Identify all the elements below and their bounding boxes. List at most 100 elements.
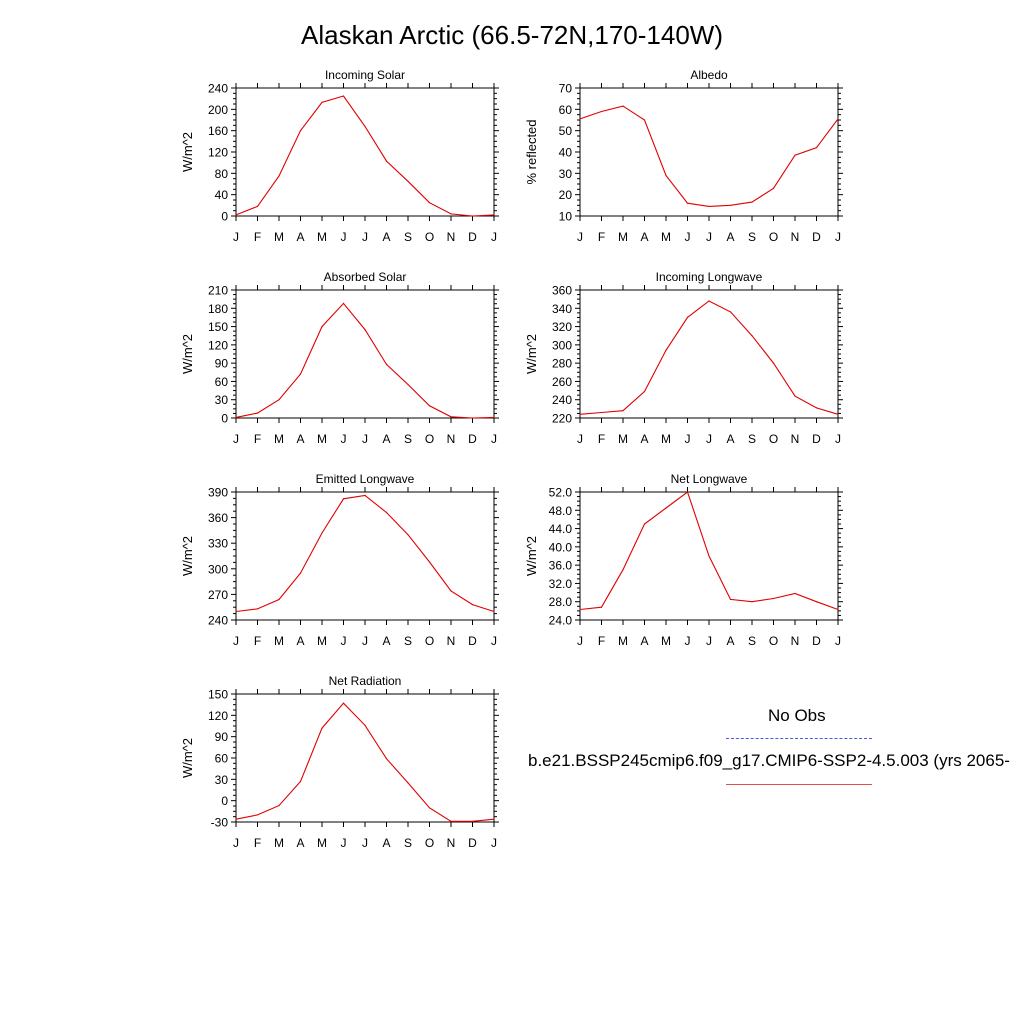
x-tick-label: M [661, 634, 671, 648]
x-tick-label: J [835, 230, 841, 244]
data-point [815, 601, 818, 603]
y-tick-label: 330 [208, 537, 228, 551]
x-tick-label: J [362, 634, 368, 648]
y-tick-label: 70 [559, 82, 573, 96]
x-tick-label: A [382, 432, 390, 446]
y-tick-label: 340 [552, 302, 572, 316]
data-point [364, 724, 366, 726]
data-point [471, 417, 474, 419]
x-tick-label: J [577, 230, 583, 244]
panel-title: Absorbed Solar [324, 270, 407, 284]
data-point [256, 412, 259, 414]
series-line [579, 300, 839, 415]
y-tick-label: 24.0 [549, 614, 573, 628]
y-tick-label: 270 [208, 588, 228, 602]
data-point [342, 498, 345, 500]
data-point [493, 818, 495, 820]
y-tick-label: 0 [221, 210, 228, 224]
x-tick-label: J [233, 634, 239, 648]
x-tick-label: J [491, 836, 497, 850]
data-point [772, 597, 775, 600]
x-tick-label: J [362, 836, 368, 850]
x-tick-label: F [254, 634, 261, 648]
panel-title: Emitted Longwave [316, 472, 415, 486]
x-tick-label: A [640, 432, 648, 446]
x-tick-label: A [726, 432, 734, 446]
x-tick-label: O [769, 230, 778, 244]
data-point [428, 405, 431, 407]
data-point [622, 410, 624, 412]
y-tick-label: 120 [208, 146, 228, 160]
y-axis-label: W/m^2 [180, 334, 195, 374]
x-tick-label: S [748, 230, 756, 244]
y-tick-label: 240 [208, 614, 228, 628]
data-point [643, 119, 646, 121]
data-point [450, 820, 452, 822]
x-tick-label: M [661, 432, 671, 446]
x-tick-label: D [812, 432, 821, 446]
data-point [342, 702, 345, 704]
x-tick-label: J [341, 634, 347, 648]
x-tick-label: N [447, 432, 456, 446]
data-point [321, 532, 323, 534]
data-point [643, 523, 646, 525]
legend-model-label: b.e21.BSSP245cmip6.f09_g17.CMIP6-SSP2-4.… [528, 751, 1010, 770]
data-point [256, 205, 259, 207]
data-point [794, 395, 796, 397]
data-point [450, 416, 452, 418]
data-point [708, 205, 710, 207]
y-tick-label: 28.0 [549, 595, 573, 609]
x-tick-label: A [382, 634, 390, 648]
y-tick-label: 300 [552, 338, 572, 352]
series-line [579, 491, 839, 611]
y-axis-label: % reflected [524, 119, 539, 184]
data-point [342, 95, 345, 97]
x-tick-label: A [296, 634, 304, 648]
y-tick-label: 40 [559, 146, 573, 160]
data-point [751, 601, 753, 603]
data-point [385, 363, 388, 365]
y-tick-label: 300 [208, 562, 228, 576]
data-point [450, 590, 452, 592]
y-tick-label: 390 [208, 486, 228, 500]
y-tick-label: 80 [215, 167, 229, 181]
data-point [686, 491, 689, 493]
x-tick-label: A [296, 432, 304, 446]
x-tick-label: J [491, 230, 497, 244]
series-line [579, 105, 839, 207]
data-point [815, 407, 818, 409]
data-point [278, 399, 280, 401]
data-point [407, 180, 409, 182]
y-axis-label: W/m^2 [180, 738, 195, 778]
x-tick-label: F [598, 230, 605, 244]
data-point [428, 807, 431, 809]
panel-title: Incoming Solar [325, 68, 405, 82]
y-tick-label: 40 [215, 188, 229, 202]
y-tick-label: 120 [208, 338, 228, 352]
data-point [428, 202, 431, 204]
x-tick-label: J [362, 230, 368, 244]
plot-frame [235, 289, 495, 419]
y-axis-label: W/m^2 [180, 132, 195, 172]
plot-frame [235, 87, 495, 217]
data-point [665, 349, 667, 351]
y-tick-label: 10 [559, 210, 573, 224]
x-tick-label: J [685, 230, 691, 244]
data-point [364, 494, 366, 496]
x-tick-label: A [640, 634, 648, 648]
panel-title: Albedo [690, 68, 728, 82]
data-point [385, 511, 388, 514]
x-tick-label: A [296, 230, 304, 244]
data-point [299, 130, 302, 132]
y-tick-label: 0 [221, 794, 228, 808]
x-tick-label: J [233, 230, 239, 244]
data-point [665, 507, 667, 509]
y-tick-label: 0 [221, 412, 228, 426]
y-tick-label: 44.0 [549, 522, 573, 536]
data-point [579, 608, 581, 611]
x-tick-label: M [274, 634, 284, 648]
y-tick-label: 90 [215, 730, 229, 744]
